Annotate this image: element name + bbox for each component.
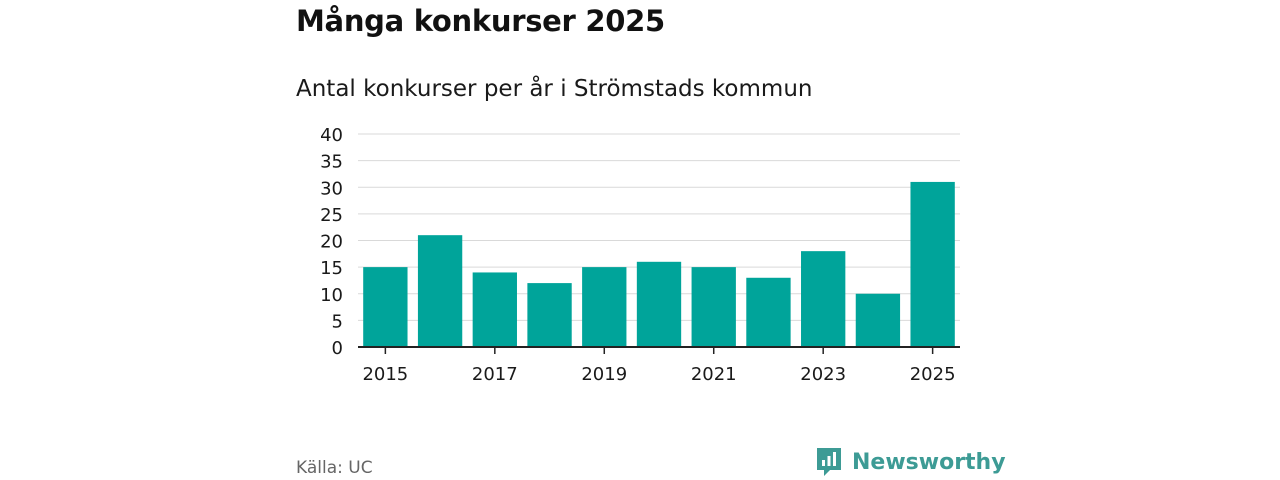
bar-2025: [910, 181, 955, 347]
x-tick-label: 2021: [691, 364, 737, 385]
page-title: Många konkurser 2025: [296, 4, 665, 38]
bar-2018: [527, 283, 572, 347]
y-tick-label: 15: [320, 258, 343, 279]
y-tick-label: 10: [320, 285, 343, 306]
newsworthy-logo: Newsworthy: [815, 446, 1006, 478]
y-tick-label: 0: [332, 338, 343, 359]
y-tick-label: 40: [320, 125, 343, 146]
newsworthy-logo-icon: [817, 448, 841, 476]
x-tick-label: 2019: [581, 364, 627, 385]
bar-2021: [691, 267, 736, 347]
bar-2024: [855, 293, 901, 347]
bar-2020: [636, 261, 682, 347]
x-tick-label: 2017: [472, 364, 518, 385]
y-tick-label: 30: [320, 178, 343, 199]
bar-2022: [746, 277, 791, 347]
x-tick-label: 2015: [362, 364, 408, 385]
y-axis-ticks: 0 5 10 15 20 25 30 35 40: [320, 125, 343, 359]
x-axis-ticks: 2015 2017 2019 2021 2023 2025: [362, 347, 956, 385]
y-tick-label: 25: [320, 205, 343, 226]
bars: [363, 181, 955, 347]
newsworthy-logo-text: Newsworthy: [852, 449, 1006, 475]
bar-2015: [363, 267, 408, 347]
chart-subtitle: Antal konkurser per år i Strömstads komm…: [296, 76, 813, 102]
bar-2023: [801, 251, 846, 347]
bar-2016: [417, 235, 463, 347]
bar-2017: [472, 272, 517, 347]
y-tick-label: 35: [320, 152, 343, 173]
y-tick-label: 5: [332, 311, 343, 332]
source-credit: Källa: UC: [296, 458, 373, 478]
y-tick-label: 20: [320, 232, 343, 253]
bar-2019: [582, 267, 627, 347]
x-tick-label: 2025: [910, 364, 956, 385]
x-tick-label: 2023: [800, 364, 846, 385]
